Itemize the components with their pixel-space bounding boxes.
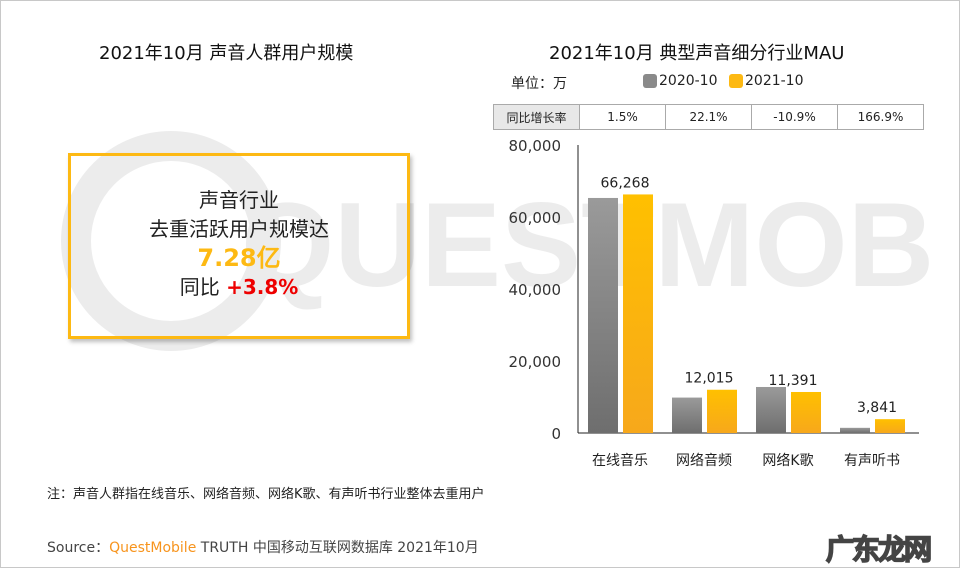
growth-header: 同比增长率 xyxy=(493,104,580,130)
summary-box: 声音行业 去重活跃用户规模达 7.28亿 同比 +3.8% xyxy=(68,153,410,339)
data-label: 11,391 xyxy=(769,373,818,389)
left-title: 2021年10月 声音人群用户规模 xyxy=(99,43,354,64)
bar-2021-10 xyxy=(875,419,905,433)
y-tick-label: 80,000 xyxy=(509,137,562,155)
bar-2020-10 xyxy=(672,397,702,433)
legend-label: 2020-10 xyxy=(659,73,718,89)
growth-cell: -10.9% xyxy=(751,104,838,130)
x-tick-label: 网络音频 xyxy=(676,452,732,469)
bar-2021-10 xyxy=(623,194,653,433)
source-brand: QuestMobile xyxy=(109,540,197,556)
bar-2020-10 xyxy=(840,427,870,433)
footnote: 注：声音人群指在线音乐、网络音频、网络K歌、有声听书行业整体去重用户 xyxy=(47,487,485,502)
source-text: TRUTH 中国移动互联网数据库 2021年10月 xyxy=(196,540,479,556)
yoy-label: 同比 xyxy=(179,275,220,299)
y-tick-label: 40,000 xyxy=(509,281,562,299)
growth-cell: 166.9% xyxy=(837,104,924,130)
bar-2020-10 xyxy=(756,386,786,433)
site-logo: 广东龙网 xyxy=(825,532,933,567)
y-tick-label: 0 xyxy=(551,425,561,443)
x-tick-label: 有声听书 xyxy=(844,453,900,469)
source-label: Source： xyxy=(47,540,110,556)
legend-label: 2021-10 xyxy=(745,73,804,89)
summary-line1: 声音行业 xyxy=(199,188,279,212)
data-label: 12,015 xyxy=(685,371,734,387)
growth-table: 同比增长率 1.5% 22.1% -10.9% 166.9% xyxy=(493,104,924,130)
bar-2021-10 xyxy=(791,391,821,433)
unit-label: 单位：万 xyxy=(511,76,567,92)
bar-chart: 0 20,000 40,000 60,000 80,000 66,268 在线音乐 12,01… xyxy=(509,137,919,469)
bar-2020-10 xyxy=(588,197,618,433)
chart-title: 2021年10月 典型声音细分行业MAU xyxy=(549,43,845,64)
data-label: 3,841 xyxy=(857,400,897,416)
x-tick-label: 网络K歌 xyxy=(762,453,813,469)
legend-item-2020: 2020-10 xyxy=(643,73,718,89)
data-label: 66,268 xyxy=(601,175,650,191)
legend-swatch xyxy=(729,74,743,88)
legend-item-2021: 2021-10 xyxy=(729,73,804,89)
summary-line2: 去重活跃用户规模达 xyxy=(149,217,329,241)
growth-cell: 22.1% xyxy=(665,104,752,130)
legend-swatch xyxy=(643,74,657,88)
summary-value: 7.28亿 xyxy=(197,244,281,272)
x-tick-label: 在线音乐 xyxy=(592,452,648,469)
bar-2021-10 xyxy=(707,389,737,433)
source-line: Source：QuestMobile TRUTH 中国移动互联网数据库 2021… xyxy=(47,537,479,557)
growth-cell: 1.5% xyxy=(579,104,666,130)
yoy-value: +3.8% xyxy=(226,275,299,299)
y-tick-label: 60,000 xyxy=(509,209,562,227)
y-tick-label: 20,000 xyxy=(509,353,562,371)
